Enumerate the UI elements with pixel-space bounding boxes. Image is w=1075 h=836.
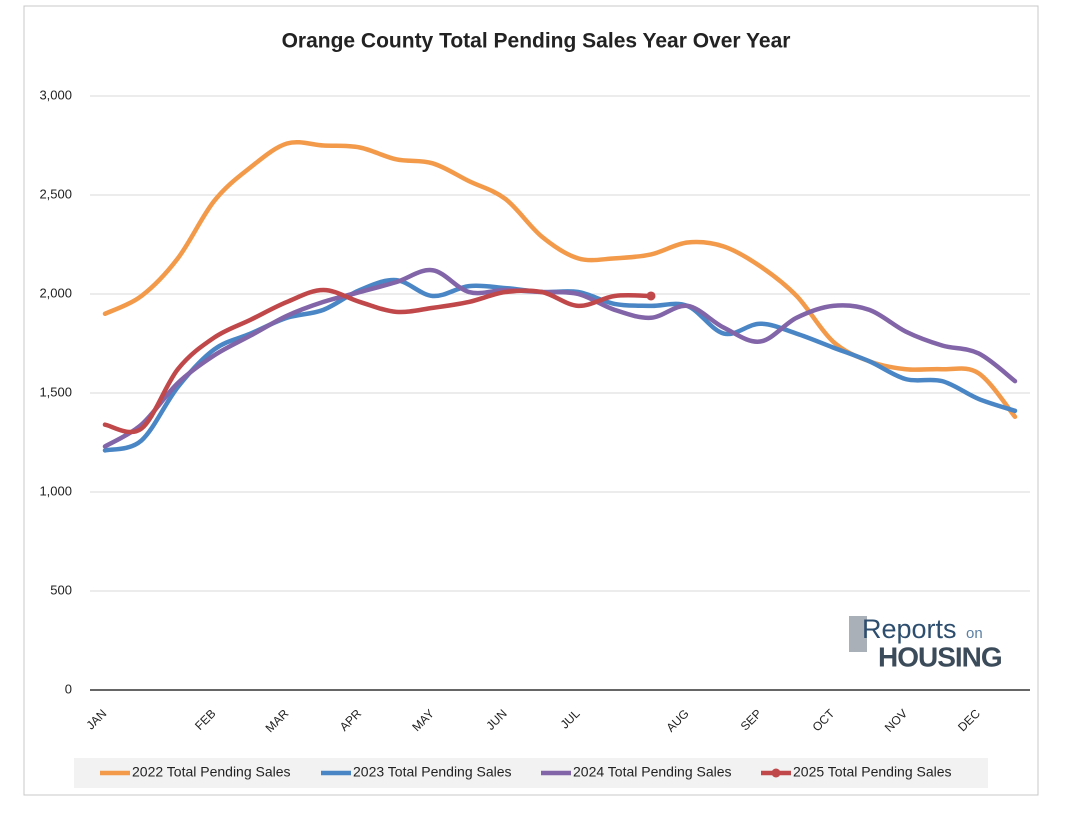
logo: Reports on HOUSING (849, 614, 1003, 672)
chart-frame (23, 5, 1039, 796)
legend-label: 2022 Total Pending Sales (132, 764, 291, 780)
legend-label: 2023 Total Pending Sales (353, 764, 512, 780)
series-line (102, 267, 1018, 449)
y-tick-label: 0 (65, 681, 72, 696)
y-tick-label: 2,500 (39, 186, 72, 201)
y-tick-label: 3,000 (39, 87, 72, 102)
y-tick-label: 2,000 (39, 285, 72, 300)
legend-label: 2024 Total Pending Sales (573, 764, 732, 780)
legend-box (74, 758, 988, 788)
logo-text: on (966, 625, 983, 642)
y-tick-label: 1,000 (39, 483, 72, 498)
line-marker (646, 291, 656, 301)
legend-marker (771, 768, 781, 778)
logo-text: HOUSING (878, 641, 1002, 672)
y-tick-label: 500 (50, 582, 72, 597)
legend-label: 2025 Total Pending Sales (793, 764, 952, 780)
chart-title: Orange County Total Pending Sales Year O… (282, 30, 791, 53)
y-tick-label: 1,500 (39, 384, 72, 399)
series-line (102, 287, 654, 435)
logo-text: Reports (862, 614, 957, 644)
logo-icon (849, 616, 867, 652)
legend: 2022 Total Pending Sales 2023 Total Pendi… (74, 758, 988, 788)
